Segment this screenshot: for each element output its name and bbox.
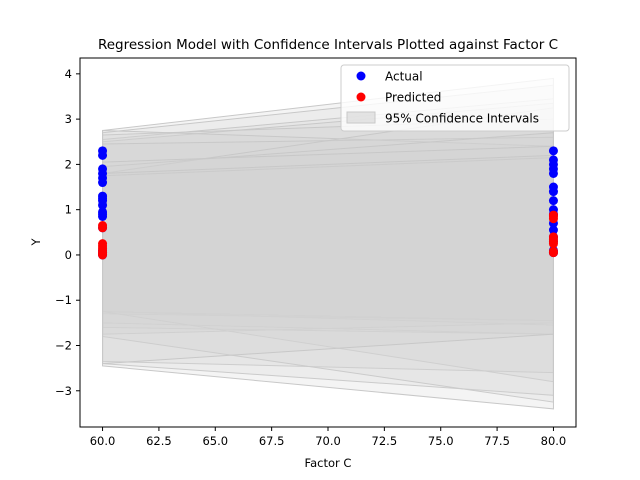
legend-predicted-marker xyxy=(356,92,366,102)
x-tick-label: 77.5 xyxy=(484,434,510,448)
y-tick-label: 2 xyxy=(65,157,72,171)
y-tick-label: 3 xyxy=(65,112,72,126)
actual-point xyxy=(548,187,558,197)
scatter-points xyxy=(98,146,558,260)
x-tick-label: 75.0 xyxy=(428,434,454,448)
legend-actual-label: Actual xyxy=(385,70,423,84)
x-tick-label: 65.0 xyxy=(202,434,228,448)
predicted-point xyxy=(98,250,108,260)
legend-actual-marker xyxy=(356,71,366,81)
legend-box xyxy=(340,64,570,132)
x-axis-label: Factor C xyxy=(305,456,352,470)
legend: Actual Predicted 95% Confidence Interval… xyxy=(340,64,570,132)
x-tick-label: 80.0 xyxy=(541,434,567,448)
confidence-interval-bands xyxy=(102,77,554,410)
legend-ci-swatch xyxy=(346,111,376,124)
legend-ci-label: 95% Confidence Intervals xyxy=(385,112,539,126)
x-tick-label: 70.0 xyxy=(315,434,341,448)
predicted-point xyxy=(548,248,558,258)
actual-point xyxy=(548,225,558,235)
y-tick-label: −1 xyxy=(55,293,72,307)
actual-point xyxy=(98,200,108,210)
predicted-point xyxy=(548,214,558,224)
y-tick-label: 4 xyxy=(65,67,72,81)
predicted-point xyxy=(98,223,108,233)
actual-point xyxy=(98,150,108,160)
y-tick-label: −3 xyxy=(55,384,72,398)
predicted-point xyxy=(548,239,558,249)
y-axis-label: Y xyxy=(29,238,43,247)
y-tick-label: 1 xyxy=(65,203,72,217)
axis-ticks: 60.0 62.5 65.0 67.5 70.0 72.5 75.0 77.5 80.0 −3 −2… xyxy=(55,67,566,448)
y-tick-label: −2 xyxy=(55,339,72,353)
x-tick-label: 67.5 xyxy=(259,434,285,448)
x-tick-label: 60.0 xyxy=(90,434,116,448)
actual-point xyxy=(548,196,558,206)
chart-title: Regression Model with Confidence Interva… xyxy=(98,37,558,53)
y-tick-label: 0 xyxy=(65,248,72,262)
x-tick-label: 62.5 xyxy=(146,434,172,448)
actual-point xyxy=(98,211,108,221)
ci-band-11 xyxy=(102,154,554,365)
x-tick-label: 72.5 xyxy=(372,434,398,448)
actual-point xyxy=(98,178,108,188)
actual-point xyxy=(548,168,558,178)
actual-point xyxy=(548,146,558,156)
legend-predicted-label: Predicted xyxy=(385,91,441,105)
